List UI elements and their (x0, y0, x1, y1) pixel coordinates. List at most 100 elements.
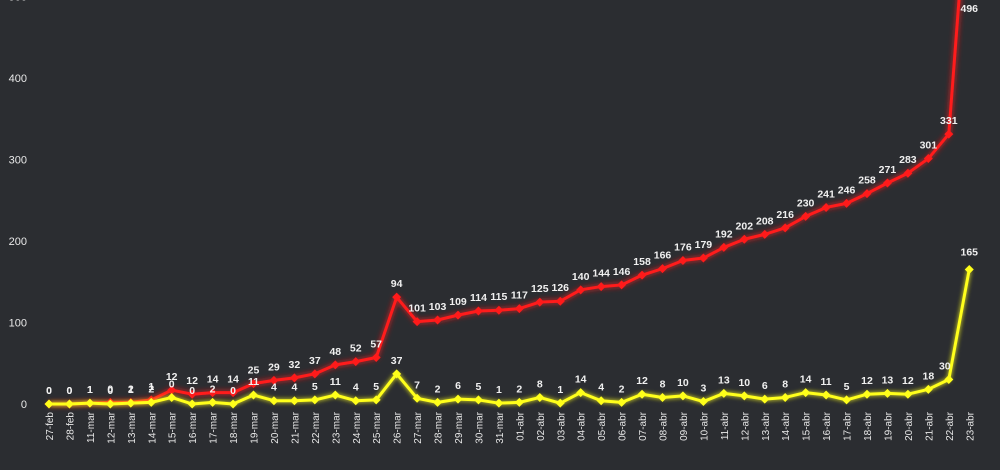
data-label: 11 (821, 376, 832, 388)
data-label: 101 (408, 303, 426, 315)
data-label: 0 (67, 385, 73, 397)
x-tick-label: 17-mar (209, 411, 220, 443)
data-label: 37 (391, 355, 403, 367)
data-label: 8 (537, 378, 543, 390)
y-axis: 0100200300400500600700 (9, 0, 27, 411)
series-red (44, 0, 961, 409)
y-tick-label: 100 (9, 317, 27, 329)
data-label: 8 (782, 378, 788, 390)
data-point (821, 202, 831, 212)
data-label: 1 (128, 384, 134, 396)
data-label: 29 (268, 361, 280, 373)
data-point (433, 397, 443, 407)
data-label: 1 (557, 384, 563, 396)
x-tick-label: 04-abr (577, 411, 588, 441)
data-label: 4 (353, 382, 359, 394)
data-point (351, 357, 361, 367)
data-label: 12 (186, 375, 198, 387)
data-label: 12 (902, 375, 914, 387)
data-label: 3 (700, 383, 706, 395)
data-point (105, 399, 115, 409)
x-tick-label: 27-mar (413, 411, 424, 443)
data-label: 176 (674, 241, 692, 253)
series-yellow (44, 264, 974, 409)
x-tick-label: 07-abr (638, 411, 649, 441)
data-label: 1 (148, 381, 154, 393)
data-label: 14 (227, 374, 239, 386)
x-tick-label: 10-abr (699, 411, 710, 441)
y-tick-label: 500 (9, 0, 27, 3)
series-line (49, 0, 961, 406)
data-point (821, 390, 831, 400)
x-tick-label: 05-abr (597, 411, 608, 441)
data-point (617, 280, 627, 290)
x-tick-label: 01-abr (515, 411, 526, 441)
y-tick-label: 400 (9, 73, 27, 85)
data-label: 144 (592, 268, 610, 280)
data-label: 13 (882, 374, 894, 386)
data-label: 2 (516, 383, 522, 395)
data-point (576, 285, 586, 295)
data-point (473, 395, 483, 405)
data-label: 1 (87, 384, 93, 396)
data-point (842, 395, 852, 405)
x-tick-label: 12-mar (106, 411, 117, 443)
x-tick-label: 20-abr (904, 411, 915, 441)
data-label: 140 (572, 271, 590, 283)
data-point (187, 389, 197, 399)
x-tick-label: 24-mar (352, 411, 363, 443)
data-point (903, 168, 913, 178)
x-tick-label: 16-mar (188, 411, 199, 443)
data-label: 0 (107, 383, 113, 395)
data-point (678, 255, 688, 265)
data-point (269, 396, 279, 406)
data-point (923, 384, 933, 394)
data-point (555, 398, 565, 408)
data-point (289, 373, 299, 383)
x-tick-label: 30-mar (474, 411, 485, 443)
data-point (637, 389, 647, 399)
data-label: 115 (490, 291, 507, 303)
data-label: 13 (718, 374, 730, 386)
data-label: 2 (148, 383, 154, 395)
x-tick-label: 21-abr (924, 411, 935, 441)
data-point (658, 264, 667, 274)
data-point (64, 399, 74, 409)
data-point (269, 375, 279, 385)
data-point (146, 397, 156, 407)
x-tick-label: 18-abr (863, 411, 874, 441)
data-label: 166 (654, 250, 672, 262)
data-label: 179 (695, 239, 713, 251)
x-tick-label: 25-mar (372, 411, 383, 443)
data-point (862, 389, 872, 399)
y-tick-label: 200 (9, 236, 27, 248)
data-point (882, 178, 892, 188)
data-label: 117 (511, 290, 528, 302)
data-label: 32 (289, 359, 301, 371)
data-point (412, 393, 422, 403)
data-label: 246 (838, 184, 856, 196)
data-label: 0 (230, 385, 236, 397)
x-tick-label: 02-abr (536, 411, 547, 441)
data-label: 11 (248, 376, 259, 388)
data-point (494, 398, 504, 408)
data-point (842, 198, 852, 208)
data-point (719, 242, 729, 252)
data-point (739, 234, 749, 244)
x-tick-label: 18-mar (229, 411, 240, 443)
data-label: 5 (476, 381, 482, 393)
x-tick-label: 15-mar (168, 411, 179, 443)
data-point (433, 315, 443, 325)
data-label: 10 (677, 377, 689, 389)
data-point (351, 396, 361, 406)
data-point (698, 397, 708, 407)
data-label: 2 (435, 383, 441, 395)
x-tick-label: 13-abr (761, 411, 772, 441)
data-point (371, 353, 381, 363)
data-point (514, 304, 524, 314)
x-tick-label: 16-abr (822, 411, 833, 441)
x-tick-label: 19-abr (883, 411, 894, 441)
data-point (44, 399, 54, 409)
